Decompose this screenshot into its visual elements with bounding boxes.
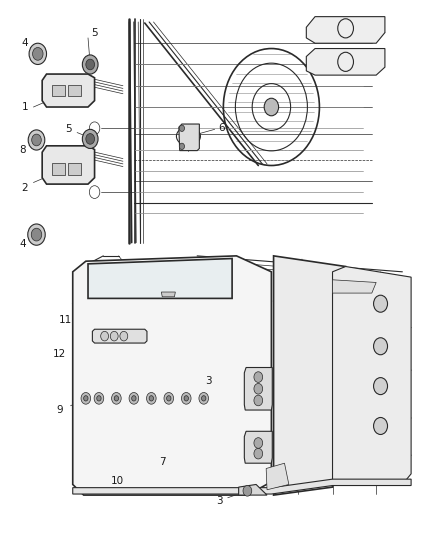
Text: 2: 2 [21, 183, 28, 193]
Circle shape [164, 392, 173, 404]
Circle shape [28, 224, 45, 245]
Polygon shape [332, 266, 411, 484]
Circle shape [32, 134, 41, 146]
Text: 1: 1 [21, 102, 28, 112]
Circle shape [84, 395, 88, 401]
Text: 7: 7 [159, 457, 166, 466]
Polygon shape [68, 85, 81, 96]
Circle shape [32, 47, 43, 60]
Text: 12: 12 [53, 349, 66, 359]
Text: 10: 10 [111, 477, 124, 486]
Circle shape [86, 134, 95, 144]
Circle shape [82, 130, 98, 149]
Circle shape [254, 395, 263, 406]
Polygon shape [306, 17, 385, 43]
Circle shape [254, 383, 263, 394]
Circle shape [110, 332, 118, 341]
Circle shape [184, 395, 188, 401]
Circle shape [254, 438, 263, 448]
Circle shape [243, 486, 252, 496]
Circle shape [120, 332, 128, 341]
Circle shape [179, 143, 184, 150]
Circle shape [374, 417, 388, 434]
Circle shape [254, 372, 263, 382]
Circle shape [147, 392, 156, 404]
Circle shape [166, 395, 171, 401]
Text: 5: 5 [91, 28, 98, 38]
Circle shape [132, 395, 136, 401]
Text: 4: 4 [19, 239, 26, 249]
Text: 3: 3 [215, 496, 223, 506]
Polygon shape [52, 85, 65, 96]
Circle shape [201, 395, 206, 401]
Circle shape [94, 392, 104, 404]
Polygon shape [244, 368, 272, 410]
Circle shape [199, 392, 208, 404]
Circle shape [254, 448, 263, 459]
Polygon shape [88, 259, 232, 298]
Circle shape [129, 392, 139, 404]
Text: 3: 3 [205, 376, 212, 386]
Circle shape [101, 332, 109, 341]
Polygon shape [239, 484, 267, 495]
Polygon shape [52, 163, 65, 174]
Polygon shape [306, 49, 385, 75]
Circle shape [181, 392, 191, 404]
Text: 8: 8 [19, 144, 26, 155]
Polygon shape [332, 280, 376, 293]
Text: 5: 5 [65, 124, 72, 134]
Text: 4: 4 [21, 38, 28, 48]
Polygon shape [161, 292, 175, 297]
Circle shape [374, 338, 388, 355]
Circle shape [97, 395, 101, 401]
Circle shape [86, 59, 95, 70]
Polygon shape [68, 163, 81, 174]
Polygon shape [266, 463, 289, 490]
Polygon shape [73, 256, 272, 495]
Polygon shape [92, 329, 147, 343]
Circle shape [114, 395, 119, 401]
Circle shape [149, 395, 153, 401]
Circle shape [374, 377, 388, 394]
Text: 6: 6 [218, 123, 225, 133]
Text: 9: 9 [57, 405, 63, 415]
Circle shape [374, 295, 388, 312]
Circle shape [31, 228, 42, 241]
Text: 11: 11 [59, 314, 72, 325]
Polygon shape [274, 256, 346, 495]
Polygon shape [73, 479, 411, 494]
Polygon shape [42, 146, 95, 184]
Circle shape [179, 125, 184, 132]
Circle shape [28, 130, 45, 150]
Circle shape [29, 43, 46, 64]
Polygon shape [42, 74, 95, 107]
Circle shape [112, 392, 121, 404]
Polygon shape [179, 124, 199, 151]
Circle shape [82, 55, 98, 74]
Circle shape [264, 98, 279, 116]
Polygon shape [244, 431, 272, 463]
Circle shape [81, 392, 91, 404]
